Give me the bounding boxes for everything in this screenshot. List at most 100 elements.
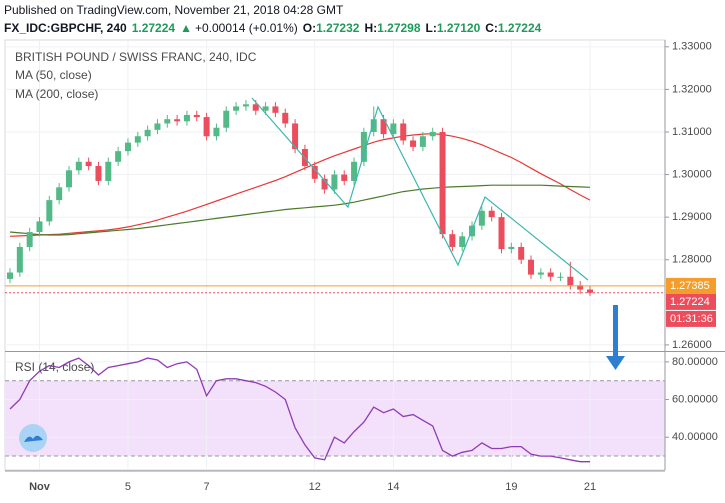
candle-body [341, 174, 348, 181]
candle-body [577, 285, 584, 290]
candle-body [439, 131, 446, 235]
y-tick-label: 1.32000 [672, 83, 712, 95]
last-price: 1.27224 [132, 21, 176, 35]
candle-body [203, 117, 210, 137]
y-tick-label: 1.31000 [672, 126, 712, 138]
candle-body [557, 276, 564, 278]
candle-body [213, 127, 220, 137]
moving-average [9, 133, 591, 237]
candle-body [105, 161, 112, 181]
rsi-title: RSI (14, close) [15, 360, 94, 374]
candle-body [134, 136, 141, 143]
ohlc-label: C: [485, 21, 498, 35]
price-tag-label: 1.27224 [670, 296, 710, 308]
x-tick-label: Nov [29, 481, 51, 493]
candle-body [429, 131, 436, 137]
candle-body [154, 123, 161, 130]
candle-body [478, 210, 485, 226]
candle-body [252, 104, 259, 111]
candle-body [242, 104, 249, 107]
countdown: 01:31:36 [670, 313, 713, 325]
candle-body [36, 221, 43, 233]
candle-body [351, 161, 358, 181]
legend-entry: MA (50, close) [15, 68, 92, 82]
ohlc-value: 1.27232 [316, 21, 360, 35]
candle-body [65, 170, 72, 188]
y-tick-label: 1.26000 [672, 339, 712, 351]
candle-body [537, 272, 544, 275]
x-tick-label: 5 [125, 481, 131, 493]
countdown-tag [666, 310, 716, 327]
candle-body [262, 106, 269, 111]
ohlc-label: L: [426, 21, 437, 35]
candle-body [56, 187, 63, 201]
candle-body [46, 200, 53, 222]
ohlc-value: 1.27298 [377, 21, 421, 35]
candle-body [449, 234, 456, 247]
arrow-head [606, 356, 625, 370]
ohlc-value: 1.27224 [498, 21, 542, 35]
y-tick-label: 1.33000 [672, 41, 712, 53]
candle-body [410, 140, 417, 147]
change-arrow: ▲ [180, 21, 192, 35]
candle-body [587, 289, 593, 293]
price-tag-label: 1.27385 [670, 280, 710, 292]
candle-body [292, 123, 299, 150]
y-tick-label: 40.00000 [672, 431, 718, 443]
symbol-line: FX_IDC:GBPCHF, 240 1.27224 ▲ +0.00014 (+0.0… [4, 21, 542, 35]
candle-body [360, 131, 367, 162]
candle-body [508, 246, 515, 250]
y-tick-label: 80.00000 [672, 356, 718, 368]
x-tick-label: 19 [505, 481, 517, 493]
legend-entry: MA (200, close) [15, 87, 98, 101]
candle-body [193, 114, 200, 118]
candle-body [282, 112, 289, 124]
candle-body [459, 236, 466, 247]
rsi-band [5, 380, 665, 457]
candle-body [419, 136, 426, 147]
change: +0.00014 (+0.01%) [195, 21, 298, 35]
published: Published on TradingView.com, November 2… [4, 3, 344, 17]
moving-average [9, 184, 591, 236]
candle-body [124, 142, 131, 152]
y-tick-label: 60.00000 [672, 393, 718, 405]
y-tick-label: 1.29000 [672, 211, 712, 223]
ohlc-label: O: [303, 21, 316, 35]
candle-body [311, 166, 318, 179]
candle-body [272, 106, 279, 113]
candle-body [223, 110, 230, 128]
x-tick-label: 7 [204, 481, 210, 493]
candle-body [164, 119, 171, 124]
x-tick-label: 12 [309, 481, 321, 493]
x-tick-label: 21 [584, 481, 596, 493]
candle-body [400, 123, 407, 141]
candle-body [498, 217, 505, 250]
arrow-shaft [613, 305, 618, 357]
candle-body [380, 119, 387, 135]
candle-body [518, 246, 525, 260]
candle-body [321, 178, 328, 190]
candle-body [95, 166, 102, 181]
symbol: FX_IDC:GBPCHF, 240 [4, 21, 127, 35]
candle-body [115, 151, 122, 162]
candle-body [16, 246, 23, 273]
trend-lines [251, 97, 589, 281]
candle-body [183, 114, 190, 122]
candle-body [331, 174, 338, 190]
candle-body [547, 272, 554, 277]
logo [19, 424, 47, 452]
rsi-line [9, 357, 590, 463]
price-tag [666, 277, 716, 294]
candle-body [390, 123, 397, 135]
candle-body [567, 276, 574, 286]
ohlc-label: H: [364, 21, 377, 35]
candle-body [75, 161, 82, 171]
price-tag [666, 293, 716, 310]
y-tick-label: 1.28000 [672, 254, 712, 266]
y-tick-label: 1.30000 [672, 168, 712, 180]
candle-body [26, 232, 33, 247]
candle-body [233, 106, 240, 111]
logo-mark [24, 435, 43, 442]
candle-body [85, 161, 92, 167]
